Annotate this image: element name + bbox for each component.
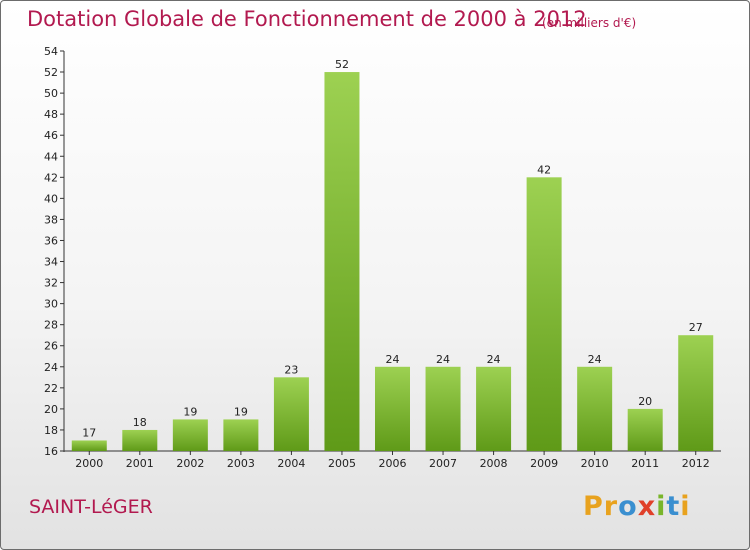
- y-tick-label: 52: [44, 66, 58, 79]
- x-tick-label: 2001: [126, 457, 154, 470]
- x-tick-label: 2004: [277, 457, 305, 470]
- bar: [627, 408, 663, 451]
- data-label: 24: [487, 353, 501, 366]
- proxiti-logo[interactable]: Proxiti: [583, 491, 691, 522]
- x-tick-label: 2005: [328, 457, 356, 470]
- logo-letter: r: [603, 491, 619, 522]
- y-tick-label: 24: [44, 361, 58, 374]
- data-label: 24: [436, 353, 450, 366]
- data-label: 19: [183, 405, 197, 418]
- data-label: 18: [133, 416, 147, 429]
- y-tick-label: 20: [44, 403, 58, 416]
- data-label: 24: [588, 353, 602, 366]
- logo-letter: x: [637, 491, 657, 522]
- data-label: 52: [335, 58, 349, 71]
- y-tick-label: 34: [44, 256, 58, 269]
- y-tick-label: 18: [44, 424, 58, 437]
- data-label: 17: [82, 426, 96, 439]
- logo-letter: t: [666, 491, 681, 522]
- y-tick-label: 28: [44, 319, 58, 332]
- y-tick-label: 16: [44, 445, 58, 458]
- chart-title: Dotation Globale de Fonctionnement de 20…: [27, 7, 587, 31]
- bar: [172, 419, 208, 451]
- x-tick-label: 2009: [530, 457, 558, 470]
- data-label: 23: [284, 363, 298, 376]
- logo-letter: i: [680, 491, 691, 522]
- x-tick-label: 2003: [227, 457, 255, 470]
- x-tick-label: 2007: [429, 457, 457, 470]
- bar: [476, 366, 512, 451]
- bar: [375, 366, 410, 451]
- bar: [678, 335, 714, 451]
- data-label: 24: [386, 353, 400, 366]
- logo-letter: P: [583, 491, 604, 522]
- x-tick-label: 2012: [682, 457, 710, 470]
- data-label: 20: [638, 395, 652, 408]
- y-tick-label: 22: [44, 382, 58, 395]
- bar: [71, 440, 107, 451]
- x-tick-label: 2002: [176, 457, 204, 470]
- data-label: 42: [537, 163, 551, 176]
- bar: [425, 366, 461, 451]
- x-tick-label: 2008: [480, 457, 508, 470]
- y-tick-label: 48: [44, 108, 58, 121]
- bar: [122, 429, 158, 451]
- data-label: 19: [234, 405, 248, 418]
- bar: [577, 366, 613, 451]
- x-tick-label: 2000: [75, 457, 103, 470]
- chart-bars: [71, 72, 714, 451]
- y-tick-label: 50: [44, 87, 58, 100]
- logo-letter: i: [656, 491, 667, 522]
- bar: [273, 377, 309, 451]
- chart-data-labels: 17 18 19 19 23 52 24 24 24 42 24 20 27: [82, 58, 702, 439]
- chart-subtitle: (en milliers d'€): [542, 16, 637, 30]
- bar: [526, 177, 562, 451]
- y-tick-label: 44: [44, 150, 58, 163]
- y-tick-label: 30: [44, 298, 58, 311]
- y-tick-label: 42: [44, 171, 58, 184]
- bar: [223, 419, 259, 451]
- bar: [324, 72, 360, 451]
- y-tick-label: 36: [44, 234, 58, 247]
- x-tick-label: 2006: [379, 457, 407, 470]
- y-tick-label: 26: [44, 340, 58, 353]
- y-tick-label: 32: [44, 277, 58, 290]
- y-tick-label: 54: [44, 45, 58, 58]
- data-label: 27: [689, 321, 703, 334]
- x-tick-label: 2010: [581, 457, 609, 470]
- y-tick-label: 46: [44, 129, 58, 142]
- y-tick-label: 38: [44, 213, 58, 226]
- commune-name: SAINT-LéGER: [29, 496, 153, 518]
- y-tick-label: 40: [44, 192, 58, 205]
- x-tick-label: 2011: [631, 457, 659, 470]
- logo-letter: o: [618, 491, 638, 522]
- chart-axes: 16 18 20 22 24 26 28 30 32 34 36 38 40 42 44 46 48 50 52 54…: [44, 45, 721, 470]
